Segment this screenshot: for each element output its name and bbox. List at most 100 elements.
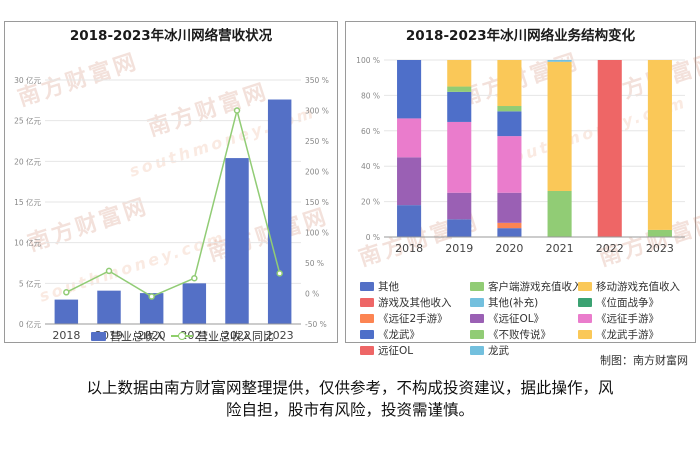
x-axis-tick-label: 2023 — [266, 329, 294, 342]
legend-item[interactable]: 《龙武》 — [360, 327, 420, 342]
legend-item[interactable]: 龙武 — [470, 343, 509, 358]
revenue-chart-panel: 2018-2023年冰川网络营收状况 南方财富网 南方财富网 南方财富网 南方财… — [4, 21, 338, 343]
revenue-bar — [97, 290, 121, 324]
y-axis-left-tick-label: 0 亿元 — [19, 319, 42, 329]
x-axis-tick-label: 2021 — [180, 329, 208, 342]
legend-label: 客户端游戏充值收入 — [488, 281, 583, 293]
legend-label: 游戏及其他收入 — [378, 297, 452, 309]
legend-label: 《远征OL》 — [488, 313, 545, 325]
legend-swatch — [470, 346, 484, 355]
x-axis-tick-label: 2022 — [223, 329, 251, 342]
legend-item[interactable]: 游戏及其他收入 — [360, 295, 452, 310]
y-axis-right-tick-label: 200 % — [305, 168, 329, 177]
legend-swatch — [360, 330, 374, 339]
revenue-bar — [54, 299, 79, 324]
y-axis-left-tick-label: 5 亿元 — [19, 278, 42, 288]
legend-item-revenue-yoy[interactable]: 营业总收入同比 — [171, 328, 274, 344]
y-axis-right-tick-label: -50 % — [305, 320, 327, 329]
legend-item[interactable]: 《远征手游》 — [578, 311, 659, 326]
revenue-yoy-point — [105, 267, 113, 275]
legend-swatch — [578, 330, 592, 339]
legend-item[interactable]: 远征OL — [360, 343, 413, 358]
chart-credit: 制图：南方财富网 — [600, 354, 688, 367]
legend-swatch — [470, 314, 484, 323]
y-axis-tick-label: 60 % — [361, 127, 380, 136]
stacked-bar-segment — [397, 157, 422, 206]
legend-item[interactable]: 其他(补充) — [470, 295, 538, 310]
legend-label: 《位面战争》 — [596, 297, 659, 309]
revenue-chart-legend: 营业总收入 营业总收入同比 — [5, 328, 337, 344]
legend-swatch — [360, 282, 374, 291]
x-axis-tick-label: 2022 — [596, 242, 624, 255]
x-axis-tick-label: 2020 — [495, 242, 523, 255]
y-axis-tick-label: 0 % — [366, 233, 380, 242]
stacked-bar-segment — [497, 228, 522, 237]
y-axis-right-tick-label: 350 % — [305, 76, 329, 85]
x-axis-tick-label: 2020 — [138, 329, 166, 342]
legend-item-revenue[interactable]: 营业总收入 — [91, 328, 165, 344]
stacked-bar-segment — [497, 192, 522, 223]
x-axis-tick-label: 2018 — [52, 329, 80, 342]
stacked-bar-segment — [497, 222, 522, 229]
legend-swatch — [171, 331, 193, 341]
legend-swatch — [578, 282, 592, 291]
legend-label: 营业总收入同比 — [197, 330, 274, 343]
stacked-bar-segment — [447, 121, 472, 193]
legend-item[interactable]: 其他 — [360, 279, 399, 294]
legend-item[interactable]: 移动游戏充值收入 — [578, 279, 680, 294]
legend-item[interactable]: 《远征OL》 — [470, 311, 544, 326]
legend-swatch — [470, 298, 484, 307]
y-axis-right-tick-label: 250 % — [305, 137, 329, 146]
stacked-bar-segment — [397, 205, 422, 237]
stacked-bar-segment — [447, 86, 472, 92]
y-axis-right-tick-label: 50 % — [305, 259, 324, 268]
revenue-chart-plot: 0 亿元 5 亿元 10 亿元 15 亿元 20 亿元 25 亿元 30 亿元 -50 % 0 … — [14, 75, 329, 342]
disclaimer-text: 以上数据由南方财富网整理提供，仅供参考，不构成投资建议，据此操作，风 险自担，股… — [0, 377, 700, 421]
y-axis-left-tick-label: 15 亿元 — [14, 197, 41, 207]
revenue-bar — [139, 293, 164, 324]
legend-label: 移动游戏充值收入 — [596, 281, 680, 293]
y-axis-right-tick-label: 100 % — [305, 229, 329, 238]
legend-swatch — [360, 298, 374, 307]
revenue-yoy-point — [233, 107, 241, 114]
y-axis-left-tick-label: 25 亿元 — [14, 116, 41, 126]
stacked-bar-segment — [447, 192, 472, 220]
y-axis-tick-label: 40 % — [361, 162, 380, 171]
legend-item[interactable]: 客户端游戏充值收入 — [470, 279, 583, 294]
revenue-yoy-line — [65, 110, 281, 298]
legend-swatch — [91, 331, 106, 341]
y-axis-left-tick-label: 30 亿元 — [14, 75, 41, 85]
legend-label: 其他(补充) — [488, 297, 539, 309]
revenue-yoy-point — [191, 275, 198, 282]
revenue-chart-title: 2018-2023年冰川网络营收状况 — [69, 28, 273, 44]
stacked-bar-segment — [547, 190, 572, 237]
revenue-bar — [182, 283, 207, 324]
legend-swatch — [360, 314, 374, 323]
revenue-yoy-point — [148, 293, 155, 300]
legend-label: 远征OL — [378, 345, 414, 357]
legend-label: 其他 — [378, 281, 399, 293]
stacked-bar-segment — [447, 219, 472, 237]
x-axis-tick-label: 2023 — [646, 242, 674, 255]
legend-label: 《龙武手游》 — [596, 329, 659, 341]
legend-item[interactable]: 《龙武手游》 — [578, 327, 659, 342]
stacked-bar-segment — [497, 106, 522, 112]
legend-item[interactable]: 《远征2手游》 — [360, 311, 448, 326]
legend-item[interactable]: 《位面战争》 — [578, 295, 659, 310]
stacked-bar-segment — [647, 229, 672, 237]
revenue-bar — [267, 99, 292, 324]
y-axis-right-tick-label: 300 % — [305, 107, 329, 116]
legend-swatch — [578, 314, 592, 323]
x-axis-tick-label: 2019 — [445, 242, 473, 255]
y-axis-tick-label: 80 % — [361, 91, 380, 100]
x-axis-tick-label: 2018 — [395, 242, 423, 255]
stacked-bar-segment — [397, 118, 422, 158]
legend-swatch — [470, 282, 484, 291]
stacked-bar-segment — [547, 60, 572, 62]
y-axis-left-tick-label: 20 亿元 — [14, 156, 41, 166]
stacked-bar-segment — [447, 91, 472, 122]
stacked-bar-segment — [447, 60, 472, 87]
legend-label: 《远征手游》 — [596, 313, 659, 325]
business-structure-chart-panel: 2018-2023年冰川网络业务结构变化 南方财富网 南方财富网 南方财富网 南… — [345, 21, 700, 357]
legend-item[interactable]: 《不败传说》 — [470, 327, 551, 342]
